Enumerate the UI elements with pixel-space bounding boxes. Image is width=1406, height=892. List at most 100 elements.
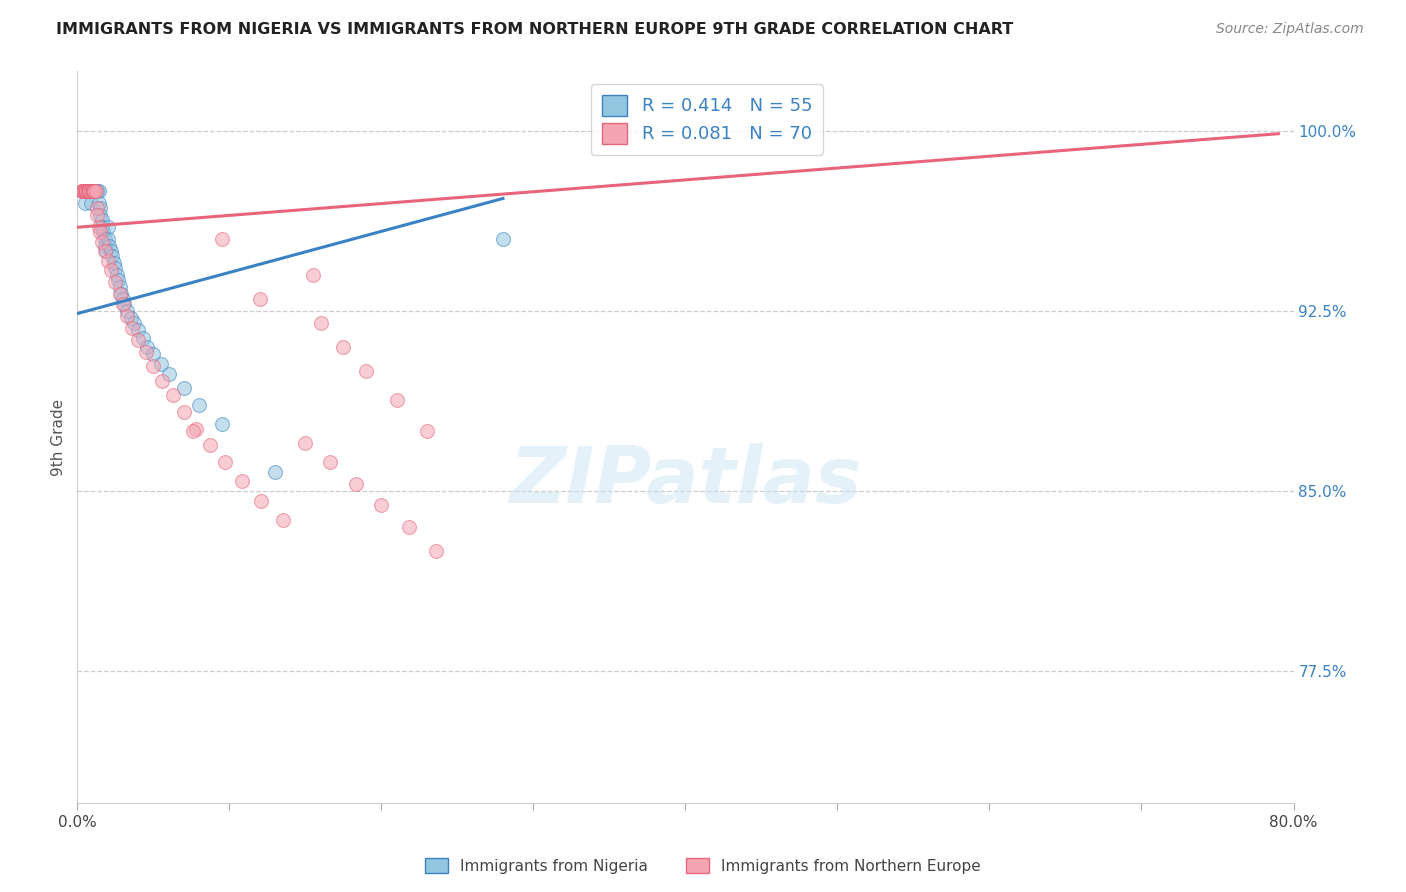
Point — [82, 184, 104, 198]
Text: Source: ZipAtlas.com: Source: ZipAtlas.com — [1216, 22, 1364, 37]
Point — [111, 297, 134, 311]
Point — [398, 520, 420, 534]
Point — [77, 184, 100, 198]
Point — [110, 287, 132, 301]
Point — [84, 184, 107, 198]
Point — [93, 244, 115, 259]
Point — [264, 465, 287, 479]
Point — [77, 184, 100, 198]
Point — [82, 184, 104, 198]
Point — [370, 499, 392, 513]
Point — [354, 364, 377, 378]
Point — [86, 208, 108, 222]
Point — [416, 424, 439, 438]
Point — [80, 196, 103, 211]
Point — [98, 239, 121, 253]
Point — [135, 345, 157, 359]
Point — [309, 316, 332, 330]
Point — [75, 184, 97, 198]
Point — [82, 184, 104, 198]
Point — [75, 184, 97, 198]
Point — [73, 184, 96, 198]
Y-axis label: 9th Grade: 9th Grade — [51, 399, 66, 475]
Point — [173, 405, 195, 419]
Point — [80, 184, 103, 198]
Point — [82, 184, 104, 198]
Point — [80, 184, 103, 198]
Point — [107, 273, 129, 287]
Point — [77, 184, 100, 198]
Point — [72, 184, 94, 198]
Point — [103, 256, 125, 270]
Point — [318, 455, 340, 469]
Point — [108, 280, 131, 294]
Point — [70, 184, 93, 198]
Point — [157, 367, 180, 381]
Point — [79, 184, 101, 198]
Point — [108, 287, 131, 301]
Point — [73, 184, 96, 198]
Point — [214, 455, 236, 469]
Point — [93, 232, 115, 246]
Point — [79, 184, 101, 198]
Point — [87, 184, 110, 198]
Point — [79, 184, 101, 198]
Legend: R = 0.414   N = 55, R = 0.081   N = 70: R = 0.414 N = 55, R = 0.081 N = 70 — [591, 84, 823, 154]
Point — [86, 184, 108, 198]
Point — [86, 201, 108, 215]
Text: IMMIGRANTS FROM NIGERIA VS IMMIGRANTS FROM NORTHERN EUROPE 9TH GRADE CORRELATION: IMMIGRANTS FROM NIGERIA VS IMMIGRANTS FR… — [56, 22, 1014, 37]
Point — [100, 263, 122, 277]
Point — [198, 438, 221, 452]
Point — [79, 184, 101, 198]
Point — [127, 333, 149, 347]
Point — [70, 184, 93, 198]
Point — [181, 424, 204, 438]
Point — [173, 381, 195, 395]
Point — [114, 297, 136, 311]
Point — [90, 220, 112, 235]
Point — [122, 316, 145, 330]
Point — [89, 225, 111, 239]
Point — [117, 304, 139, 318]
Point — [152, 374, 174, 388]
Point — [80, 184, 103, 198]
Point — [302, 268, 325, 283]
Point — [83, 184, 105, 198]
Point — [111, 292, 134, 306]
Point — [231, 475, 253, 489]
Point — [149, 357, 172, 371]
Point — [294, 436, 316, 450]
Point — [73, 184, 96, 198]
Point — [89, 208, 111, 222]
Point — [105, 268, 128, 283]
Point — [425, 544, 447, 558]
Point — [83, 184, 105, 198]
Point — [131, 330, 153, 344]
Point — [211, 232, 233, 246]
Point — [162, 388, 184, 402]
Point — [101, 249, 124, 263]
Point — [86, 184, 108, 198]
Point — [136, 340, 159, 354]
Point — [83, 184, 105, 198]
Point — [142, 359, 165, 374]
Point — [73, 184, 96, 198]
Point — [385, 392, 408, 407]
Point — [142, 347, 165, 361]
Point — [91, 225, 114, 239]
Point — [82, 184, 104, 198]
Point — [492, 232, 515, 246]
Point — [344, 476, 367, 491]
Point — [90, 235, 112, 249]
Point — [82, 184, 104, 198]
Point — [127, 323, 149, 337]
Point — [79, 184, 101, 198]
Point — [332, 340, 354, 354]
Point — [120, 311, 142, 326]
Point — [100, 244, 122, 259]
Point — [84, 184, 107, 198]
Point — [73, 196, 96, 211]
Point — [96, 244, 118, 259]
Point — [82, 184, 104, 198]
Point — [75, 184, 97, 198]
